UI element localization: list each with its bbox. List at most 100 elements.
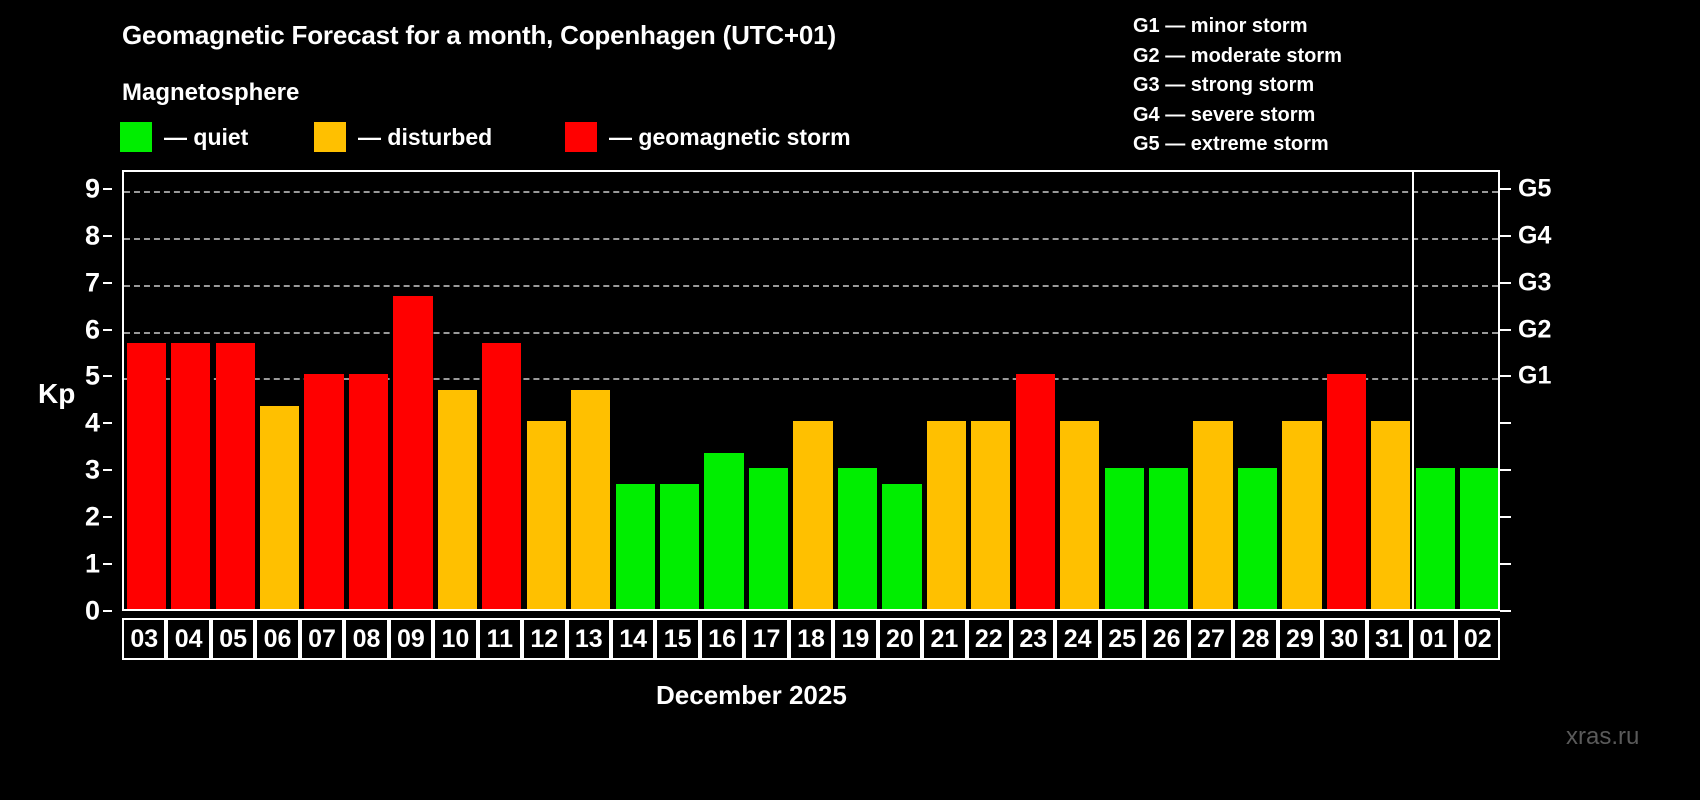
day-label-12[interactable]: 12: [522, 618, 567, 660]
day-label-26[interactable]: 26: [1144, 618, 1189, 660]
day-label-02[interactable]: 02: [1455, 618, 1500, 660]
day-label-24[interactable]: 24: [1055, 618, 1100, 660]
legend-label-quiet: — quiet: [164, 123, 249, 150]
bar-day-05[interactable]: [215, 343, 255, 609]
bar-day-24[interactable]: [1060, 421, 1100, 609]
bar-day-07[interactable]: [304, 374, 344, 609]
day-label-07[interactable]: 07: [299, 618, 345, 660]
bar-day-17[interactable]: [748, 468, 789, 609]
day-label-06[interactable]: 06: [255, 618, 300, 660]
day-label-15[interactable]: 15: [655, 618, 700, 660]
bar-day-21[interactable]: [926, 421, 966, 609]
x-axis-title: December 2025: [656, 680, 847, 710]
g-scale-row-g3: G3 — strong storm: [1133, 74, 1315, 96]
y-tickmark-2: [103, 516, 112, 519]
day-label-13[interactable]: 13: [566, 618, 611, 660]
bar-day-30[interactable]: [1326, 374, 1367, 609]
magnetosphere-section-label: Magnetosphere: [122, 79, 300, 106]
y-tickmark-7: [103, 281, 112, 284]
bar-day-20[interactable]: [882, 483, 922, 609]
day-label-17[interactable]: 17: [744, 618, 789, 660]
day-label-08[interactable]: 08: [344, 618, 389, 660]
green-square-icon: [120, 122, 152, 152]
right-tickmark-0: [1500, 610, 1511, 612]
y-tick-label-0: 0: [84, 595, 100, 626]
g-scale-legend: G1 — minor storm G2 — moderate storm G3 …: [1133, 12, 1342, 160]
y-tickmark-4: [103, 422, 112, 425]
bar-day-03[interactable]: [126, 343, 166, 609]
y-tick-label-2: 2: [84, 501, 100, 532]
bar-day-12[interactable]: [526, 421, 566, 609]
bar-day-22[interactable]: [971, 421, 1011, 609]
day-label-30[interactable]: 30: [1322, 618, 1367, 660]
bar-day-13[interactable]: [571, 389, 611, 609]
y-tickmark-3: [103, 469, 112, 472]
day-label-11[interactable]: 11: [477, 618, 523, 660]
y-tick-label-9: 9: [84, 173, 100, 204]
bar-day-08[interactable]: [348, 374, 389, 609]
bars-layer: [124, 172, 1498, 609]
bar-day-10[interactable]: [437, 389, 477, 609]
day-label-18[interactable]: 18: [788, 618, 834, 660]
day-label-19[interactable]: 19: [833, 618, 878, 660]
y-tickmark-9: [103, 187, 112, 190]
bar-day-26[interactable]: [1148, 468, 1189, 609]
day-label-03[interactable]: 03: [122, 618, 167, 660]
bar-day-25[interactable]: [1104, 468, 1144, 609]
y-tickmark-6: [103, 328, 112, 331]
gridline-kp-5: [124, 378, 1498, 381]
day-label-25[interactable]: 25: [1099, 618, 1145, 660]
bar-day-01[interactable]: [1415, 468, 1455, 609]
day-label-23[interactable]: 23: [1011, 618, 1056, 660]
legend-label-storm: — geomagnetic storm: [609, 123, 851, 150]
bar-day-27[interactable]: [1193, 421, 1233, 609]
day-label-14[interactable]: 14: [610, 618, 656, 660]
day-label-16[interactable]: 16: [699, 618, 745, 660]
gridline-kp-9: [124, 190, 1498, 193]
bar-day-28[interactable]: [1237, 468, 1278, 609]
day-label-10[interactable]: 10: [433, 618, 478, 660]
y-tick-label-4: 4: [84, 407, 100, 438]
day-label-01[interactable]: 01: [1411, 618, 1456, 660]
bar-day-14[interactable]: [615, 483, 655, 609]
bar-day-15[interactable]: [660, 483, 700, 609]
day-label-28[interactable]: 28: [1233, 618, 1278, 660]
bar-day-23[interactable]: [1015, 374, 1055, 609]
g-scale-row-g1: G1 — minor storm: [1133, 15, 1308, 37]
y-tick-label-7: 7: [84, 267, 100, 298]
plot-area: [122, 170, 1500, 611]
bar-day-02[interactable]: [1460, 468, 1498, 609]
g-scale-row-g4: G4 — severe storm: [1133, 103, 1316, 126]
right-tickmark-9: [1500, 187, 1511, 190]
day-label-31[interactable]: 31: [1366, 618, 1412, 660]
gridline-kp-8: [124, 237, 1498, 240]
day-label-22[interactable]: 22: [966, 618, 1012, 660]
legend-entry-quiet: — quiet: [120, 122, 248, 152]
day-label-21[interactable]: 21: [922, 618, 967, 660]
bar-day-29[interactable]: [1282, 421, 1322, 609]
y-tickmark-1: [103, 563, 112, 566]
bar-day-18[interactable]: [793, 421, 833, 609]
bar-day-11[interactable]: [482, 343, 522, 609]
y-tickmark-0: [103, 610, 112, 612]
day-label-27[interactable]: 27: [1188, 618, 1234, 660]
right-tick-label-G3: G3: [1518, 268, 1552, 297]
bar-day-31[interactable]: [1371, 421, 1411, 609]
day-label-04[interactable]: 04: [166, 618, 211, 660]
bar-day-04[interactable]: [171, 343, 211, 609]
bar-day-16[interactable]: [704, 452, 744, 609]
day-label-05[interactable]: 05: [210, 618, 256, 660]
right-tick-label-G5: G5: [1518, 174, 1552, 203]
bar-day-19[interactable]: [837, 468, 878, 609]
forecast-divider-line: [1412, 172, 1415, 609]
page-title: Geomagnetic Forecast for a month, Copenh…: [122, 20, 836, 50]
y-tick-label-5: 5: [84, 360, 100, 391]
day-label-29[interactable]: 29: [1277, 618, 1323, 660]
bar-day-09[interactable]: [393, 296, 433, 609]
day-label-09[interactable]: 09: [388, 618, 434, 660]
g-scale-row-g5: G5 — extreme storm: [1133, 133, 1329, 155]
day-label-20[interactable]: 20: [877, 618, 923, 660]
right-tickmark-2: [1500, 516, 1511, 519]
bar-day-06[interactable]: [259, 405, 300, 609]
right-tick-label-G4: G4: [1518, 221, 1552, 250]
